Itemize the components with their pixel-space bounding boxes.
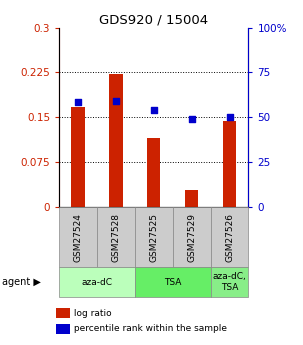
Bar: [135, 207, 173, 267]
Bar: [109, 74, 122, 207]
Text: percentile rank within the sample: percentile rank within the sample: [71, 324, 227, 333]
Bar: [59, 267, 135, 297]
Bar: [59, 207, 97, 267]
Bar: [173, 207, 211, 267]
Bar: [135, 267, 211, 297]
Title: GDS920 / 15004: GDS920 / 15004: [99, 13, 208, 27]
Text: agent ▶: agent ▶: [2, 277, 40, 287]
Text: GSM27524: GSM27524: [74, 213, 82, 262]
Text: GSM27529: GSM27529: [187, 213, 196, 262]
Point: [227, 115, 232, 120]
Bar: [223, 121, 236, 207]
Point: [76, 100, 81, 105]
Bar: [211, 267, 248, 297]
Bar: [211, 207, 248, 267]
Bar: [185, 190, 198, 207]
Text: GSM27525: GSM27525: [149, 213, 158, 262]
Point: [152, 107, 156, 112]
Bar: [147, 138, 160, 207]
Bar: [97, 207, 135, 267]
Text: log ratio: log ratio: [71, 309, 112, 318]
Text: aza-dC,
TSA: aza-dC, TSA: [213, 272, 246, 292]
Point: [189, 116, 194, 121]
Point: [113, 98, 118, 104]
Text: GSM27526: GSM27526: [225, 213, 234, 262]
Text: TSA: TSA: [164, 277, 181, 287]
Bar: [72, 107, 85, 207]
Text: aza-dC: aza-dC: [82, 277, 112, 287]
Text: GSM27528: GSM27528: [112, 213, 120, 262]
